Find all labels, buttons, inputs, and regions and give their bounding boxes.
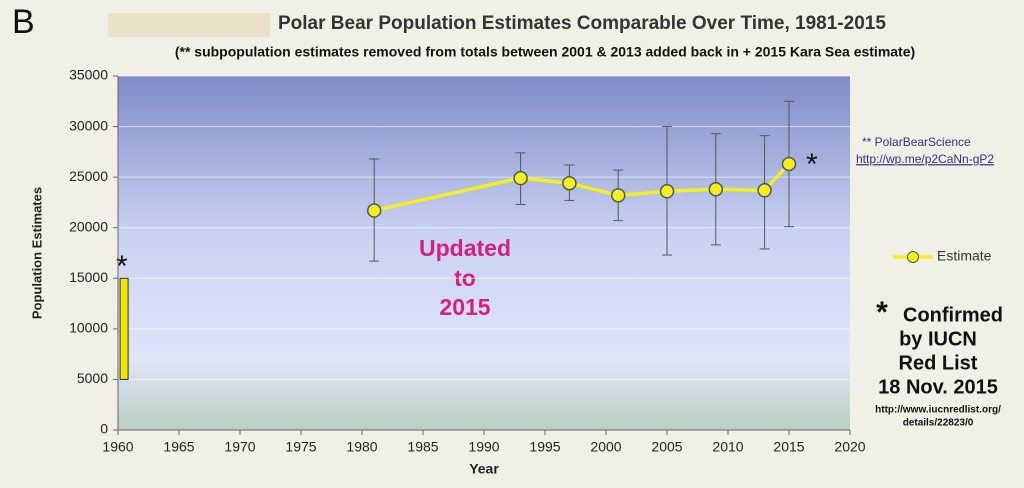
panel-letter: B <box>12 3 35 41</box>
y-tick-label: 15000 <box>69 269 108 285</box>
asterisk: * <box>116 250 128 283</box>
plot-area <box>118 76 850 430</box>
annotation: 2015 <box>439 294 490 320</box>
x-tick-label: 1995 <box>529 439 560 455</box>
annotation: Updated <box>419 235 511 261</box>
asterisk: * <box>806 148 818 181</box>
x-tick-label: 1965 <box>163 439 194 455</box>
x-axis-label: Year <box>469 461 499 477</box>
x-tick-label: 1960 <box>102 439 133 455</box>
title-highlight <box>108 13 270 37</box>
x-tick-label: 2005 <box>651 439 682 455</box>
x-tick-label: 1975 <box>285 439 316 455</box>
y-tick-label: 10000 <box>69 320 108 336</box>
legend-label: Estimate <box>937 248 992 264</box>
y-axis-label: Population Estimates <box>29 187 44 319</box>
chart-subtitle: (** subpopulation estimates removed from… <box>175 44 915 60</box>
x-tick-label: 2020 <box>834 439 865 455</box>
marker <box>610 188 626 203</box>
x-tick-label: 1980 <box>346 439 377 455</box>
y-tick-label: 25000 <box>69 168 108 184</box>
annotation: Confirmed <box>903 304 1003 326</box>
x-tick-label: 1970 <box>224 439 255 455</box>
x-tick-label: 2015 <box>773 439 804 455</box>
y-tick-label: 30000 <box>69 117 108 133</box>
annotation-link: details/22823/0 <box>903 418 974 429</box>
marker <box>659 184 675 199</box>
y-tick-label: 5000 <box>77 370 108 386</box>
marker <box>708 182 724 197</box>
line <box>373 162 791 213</box>
x-tick-label: 1990 <box>468 439 499 455</box>
annotation: Red List <box>899 352 978 374</box>
x-tick-label: 1985 <box>407 439 438 455</box>
y-tick-label: 0 <box>100 421 108 437</box>
annotation-link: http://www.iucnredlist.org/ <box>875 405 1001 416</box>
marker <box>781 156 797 172</box>
x-tick-label: 2000 <box>590 439 621 455</box>
chart-title: Polar Bear Population Estimates Comparab… <box>278 13 886 34</box>
annotation: by IUCN <box>899 328 977 350</box>
range-bar <box>119 277 129 380</box>
marker <box>757 183 772 198</box>
marker <box>513 170 528 186</box>
marker <box>562 175 577 191</box>
source-link: http://wp.me/p2CaNn-gP2 <box>856 152 994 166</box>
legend-marker <box>907 251 919 263</box>
marker <box>366 203 382 218</box>
y-tick-label: 20000 <box>69 218 108 234</box>
y-tick-label: 35000 <box>69 67 108 83</box>
asterisk: * <box>876 296 888 329</box>
x-tick-label: 2010 <box>712 439 743 455</box>
source-note: ** PolarBearScience <box>862 135 971 149</box>
annotation: 18 Nov. 2015 <box>878 376 998 398</box>
